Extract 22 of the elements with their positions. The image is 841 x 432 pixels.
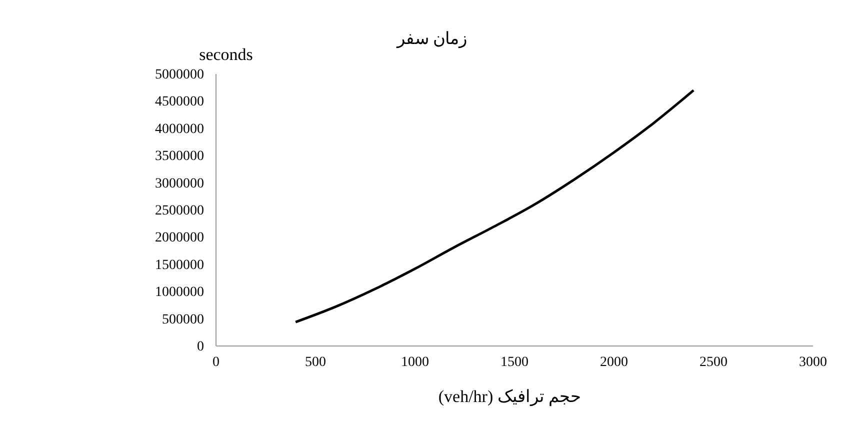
x-tick-label: 0 xyxy=(212,354,220,370)
y-axis-title: seconds xyxy=(199,45,253,64)
y-tick-label: 4500000 xyxy=(155,94,204,110)
x-tick-label: 2500 xyxy=(700,354,728,370)
y-tick-label: 2500000 xyxy=(155,203,204,218)
x-tick-label: 2000 xyxy=(600,354,628,370)
x-axis-title: حجم ترافیک (veh/hr) xyxy=(438,387,582,407)
y-tick-label: 4000000 xyxy=(155,122,204,137)
y-tick-label: 1000000 xyxy=(155,285,204,300)
x-tick-label: 1000 xyxy=(401,354,429,370)
y-tick-label: 5000000 xyxy=(155,67,204,82)
chart-title: زمان سفر xyxy=(396,29,468,49)
y-tick-label: 500000 xyxy=(162,312,204,328)
y-tick-label: 0 xyxy=(197,339,204,354)
x-tick-label: 3000 xyxy=(799,354,827,370)
y-tick-label: 3500000 xyxy=(155,149,204,164)
y-tick-label: 2000000 xyxy=(155,230,204,246)
x-tick-label: 500 xyxy=(305,354,326,370)
y-tick-label: 1500000 xyxy=(155,258,204,273)
y-tick-label: 3000000 xyxy=(155,176,204,192)
x-tick-label: 1500 xyxy=(500,354,528,370)
line-series xyxy=(294,89,695,324)
